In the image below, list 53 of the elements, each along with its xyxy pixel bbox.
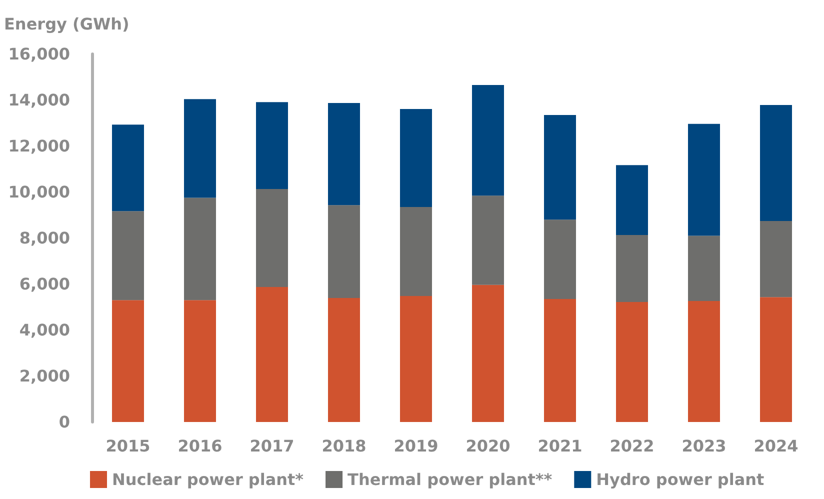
bar bbox=[328, 298, 360, 422]
bar bbox=[688, 301, 720, 422]
bar bbox=[184, 99, 216, 198]
legend-label: Nuclear power plant* bbox=[112, 470, 304, 489]
bar bbox=[544, 298, 576, 422]
bar bbox=[328, 102, 360, 206]
y-tick-label: 4,000 bbox=[19, 320, 70, 340]
bar bbox=[184, 198, 216, 300]
y-tick-label: 2,000 bbox=[19, 366, 70, 386]
x-tick-label: 2020 bbox=[466, 436, 510, 456]
x-tick-label: 2024 bbox=[754, 436, 798, 456]
bar bbox=[112, 124, 144, 212]
bar bbox=[616, 235, 648, 302]
x-tick-label: 2022 bbox=[610, 436, 654, 456]
y-tick-label: 12,000 bbox=[8, 136, 70, 156]
bar bbox=[184, 300, 216, 422]
x-tick-label: 2021 bbox=[538, 436, 582, 456]
y-tick-label: 10,000 bbox=[8, 182, 70, 202]
x-tick-label: 2017 bbox=[250, 436, 294, 456]
bar bbox=[616, 165, 648, 236]
bar bbox=[400, 206, 432, 296]
bar bbox=[256, 189, 288, 287]
legend-label: Hydro power plant bbox=[596, 470, 765, 489]
bar bbox=[400, 296, 432, 422]
y-axis-title: Energy (GWh) bbox=[4, 14, 130, 34]
bar bbox=[544, 220, 576, 299]
bar bbox=[760, 105, 792, 221]
x-tick-label: 2016 bbox=[178, 436, 222, 456]
bar bbox=[256, 102, 288, 190]
x-tick-label: 2023 bbox=[682, 436, 726, 456]
bar bbox=[472, 284, 504, 422]
y-tick-label: 0 bbox=[58, 412, 70, 432]
bar bbox=[472, 196, 504, 285]
y-tick-label: 6,000 bbox=[19, 274, 70, 294]
bar bbox=[688, 124, 720, 236]
y-tick-label: 8,000 bbox=[19, 228, 70, 248]
bar bbox=[400, 108, 432, 207]
y-tick-label: 16,000 bbox=[8, 44, 70, 64]
x-tick-label: 2019 bbox=[394, 436, 438, 456]
x-tick-label: 2018 bbox=[322, 436, 366, 456]
y-tick-label: 14,000 bbox=[8, 90, 70, 110]
legend-label: Thermal power plant** bbox=[348, 470, 553, 489]
bar bbox=[760, 297, 792, 422]
bar bbox=[760, 220, 792, 298]
x-tick-label: 2015 bbox=[106, 436, 150, 456]
bar bbox=[328, 205, 360, 298]
bar bbox=[544, 114, 576, 220]
bar bbox=[112, 211, 144, 300]
bar bbox=[688, 236, 720, 302]
bar bbox=[616, 302, 648, 422]
bar bbox=[472, 85, 504, 196]
bar bbox=[256, 286, 288, 422]
bar bbox=[112, 300, 144, 422]
